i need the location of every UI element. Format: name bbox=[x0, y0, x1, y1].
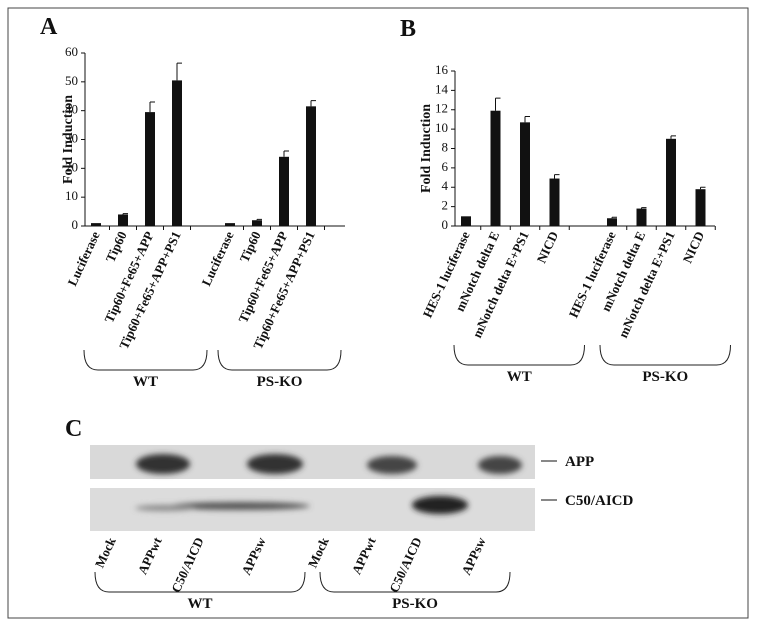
bar bbox=[225, 223, 235, 226]
error-bar bbox=[310, 100, 316, 107]
y-tick-label: 0 bbox=[72, 217, 79, 232]
panel-label: C bbox=[65, 416, 82, 442]
bar bbox=[306, 106, 316, 226]
y-tick-label: 16 bbox=[435, 62, 449, 77]
y-tick-label: 6 bbox=[442, 159, 449, 174]
group-label: WT bbox=[133, 374, 158, 390]
error-bar bbox=[611, 216, 617, 219]
group-label: WT bbox=[507, 369, 532, 385]
group-bracket bbox=[94, 571, 306, 593]
group-label: PS-KO bbox=[392, 596, 438, 612]
bar bbox=[252, 220, 262, 226]
bar bbox=[490, 110, 501, 226]
error-bar bbox=[495, 97, 501, 111]
blot-bands bbox=[135, 454, 522, 514]
panel-label: B bbox=[400, 16, 416, 42]
lane-label: Mock bbox=[92, 534, 119, 570]
bar bbox=[172, 80, 182, 227]
bar bbox=[666, 138, 676, 226]
bar bbox=[279, 156, 289, 226]
group-bracket bbox=[217, 349, 342, 371]
error-bar bbox=[176, 62, 182, 81]
y-tick-label: 60 bbox=[65, 44, 78, 59]
x-tick-label: NICD bbox=[534, 229, 562, 265]
group-label: WT bbox=[187, 596, 212, 612]
y-tick-label: 0 bbox=[442, 217, 449, 232]
x-tick-label: Luciferase bbox=[198, 229, 236, 289]
band-label: APP bbox=[565, 454, 594, 470]
error-bar bbox=[256, 218, 262, 221]
bar bbox=[607, 218, 617, 226]
error-bar bbox=[700, 186, 706, 190]
bar bbox=[118, 214, 128, 226]
error-bar bbox=[641, 207, 647, 209]
bar bbox=[636, 208, 647, 226]
y-tick-label: 30 bbox=[65, 130, 78, 145]
bar bbox=[695, 189, 706, 226]
y-tick-label: 8 bbox=[442, 139, 449, 154]
group-bracket bbox=[599, 344, 731, 366]
bar bbox=[549, 178, 560, 226]
bar bbox=[91, 223, 101, 226]
error-bar bbox=[122, 213, 128, 215]
error-bar bbox=[554, 174, 560, 179]
lane-label: APPsw bbox=[458, 534, 489, 577]
bar bbox=[145, 112, 155, 226]
y-tick-label: 10 bbox=[435, 120, 448, 135]
y-tick-label: 50 bbox=[65, 73, 78, 88]
error-bar bbox=[524, 116, 530, 123]
x-tick-label: Tip60 bbox=[102, 229, 129, 265]
group-bracket bbox=[319, 571, 511, 593]
y-tick-label: 40 bbox=[65, 102, 78, 117]
lane-label: C50/AICD bbox=[386, 535, 425, 595]
bar bbox=[461, 216, 471, 226]
lane-label: APPsw bbox=[238, 534, 269, 577]
y-tick-label: 2 bbox=[442, 198, 449, 213]
lane-label: Mock bbox=[305, 534, 332, 570]
y-tick-label: 10 bbox=[65, 188, 78, 203]
error-bar bbox=[283, 150, 289, 157]
group-label: PS-KO bbox=[642, 369, 688, 385]
y-tick-label: 20 bbox=[65, 159, 78, 174]
y-tick-label: 12 bbox=[435, 101, 448, 116]
error-bar bbox=[670, 135, 676, 139]
group-label: PS-KO bbox=[257, 374, 303, 390]
x-tick-label: NICD bbox=[680, 229, 708, 265]
lane-label: APPwt bbox=[135, 534, 165, 576]
error-bar bbox=[149, 101, 155, 113]
group-bracket bbox=[83, 349, 208, 371]
y-tick-label: 4 bbox=[442, 178, 449, 193]
bar bbox=[520, 122, 530, 226]
y-tick-label: 14 bbox=[435, 81, 449, 96]
lane-label: APPwt bbox=[349, 534, 379, 576]
y-axis-label: Fold Induction bbox=[61, 95, 76, 184]
band-label: C50/AICD bbox=[565, 493, 634, 509]
x-tick-label: Luciferase bbox=[64, 229, 102, 289]
panel-label: A bbox=[40, 14, 58, 40]
lane-label: C50/AICD bbox=[168, 535, 207, 595]
group-bracket bbox=[453, 344, 585, 366]
x-tick-label: Tip60 bbox=[236, 229, 263, 265]
y-axis-label: Fold Induction bbox=[419, 104, 434, 193]
frame bbox=[7, 7, 749, 619]
